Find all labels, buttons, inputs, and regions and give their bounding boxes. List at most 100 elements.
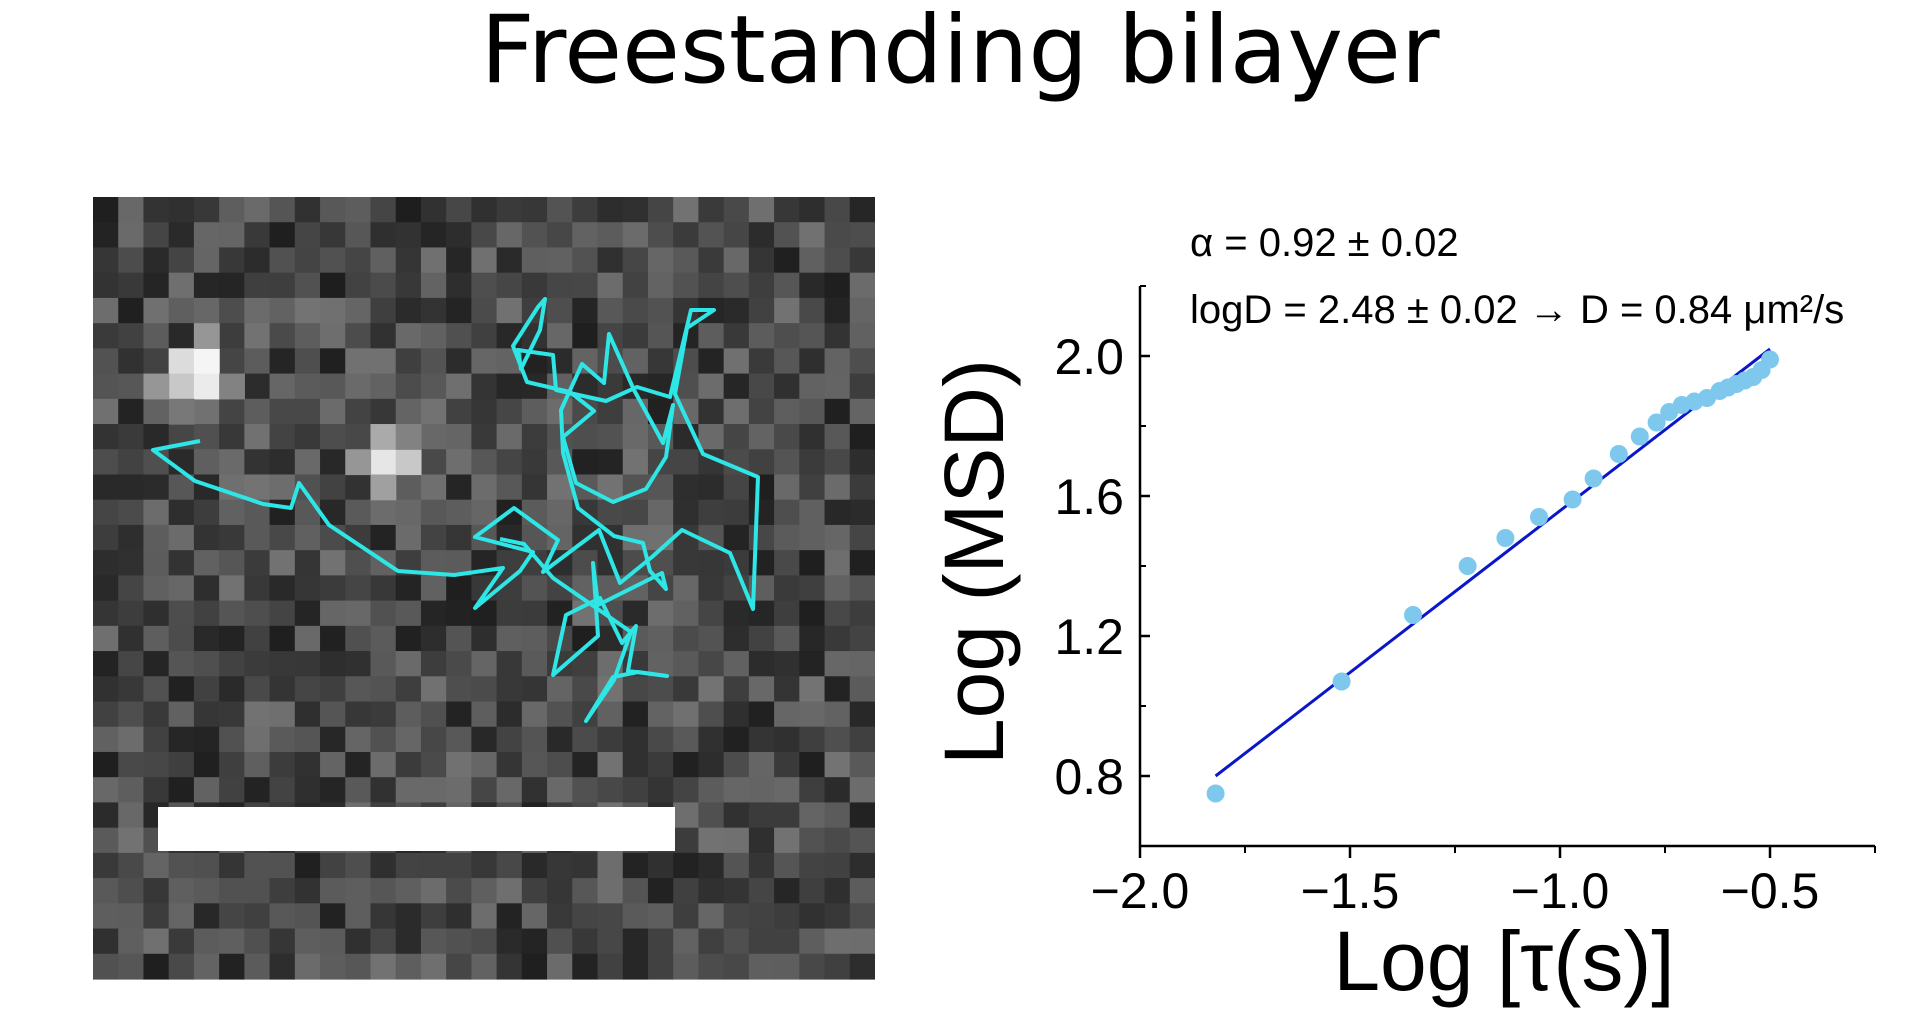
noise-pixel [748,625,775,652]
noise-pixel [93,323,119,349]
noise-pixel [647,499,674,526]
noise-pixel [547,777,573,804]
noise-pixel [420,701,447,728]
noise-pixel [420,852,447,879]
x-tick-label: −1.0 [1511,863,1610,919]
noise-pixel [244,953,271,980]
noise-pixel [395,852,422,879]
bright-spot-pixel [370,424,397,450]
noise-pixel [320,777,346,804]
data-point [1584,469,1603,488]
noise-pixel [446,953,472,980]
noise-pixel [647,625,674,652]
noise-pixel [799,802,826,829]
noise-pixel [547,499,573,526]
noise-pixel [774,777,800,804]
noise-pixel [471,928,498,955]
noise-pixel [244,197,271,223]
noise-pixel [294,524,321,551]
noise-pixel [799,777,826,804]
noise-pixel [471,651,498,677]
noise-pixel [496,751,523,778]
noise-pixel [219,424,245,450]
noise-pixel [496,474,523,501]
noise-pixel [799,474,826,501]
noise-pixel [168,726,195,753]
noise-pixel [471,449,498,476]
noise-pixel [774,297,800,324]
noise-pixel [269,878,296,904]
noise-pixel [219,247,245,274]
noise-pixel [597,424,624,450]
noise-pixel [168,651,195,677]
noise-pixel [143,524,170,551]
x-tick-label: −1.5 [1301,863,1400,919]
noise-pixel [93,524,119,551]
noise-pixel [294,373,321,400]
noise-pixel [244,701,271,728]
noise-pixel [193,676,220,703]
data-point [1332,672,1351,691]
noise-pixel [723,524,750,551]
noise-pixel [723,625,750,652]
noise-pixel [118,222,145,249]
noise-pixel [370,625,397,652]
noise-pixel [395,272,422,299]
noise-pixel [597,751,624,778]
noise-pixel [395,651,422,677]
bright-spot-pixel [168,373,195,400]
noise-pixel [143,726,170,753]
noise-pixel [244,625,271,652]
noise-pixel [496,878,523,904]
noise-pixel [345,474,372,501]
noise-pixel [521,600,548,627]
noise-pixel [849,550,876,576]
noise-pixel [269,928,296,955]
noise-pixel [647,272,674,299]
noise-pixel [698,222,725,249]
noise-pixel [193,903,220,930]
noise-pixel [168,499,195,526]
noise-pixel [420,297,447,324]
noise-pixel [572,726,599,753]
noise-pixel [774,272,800,299]
noise-pixel [673,928,700,955]
noise-pixel [320,928,346,955]
noise-pixel [824,878,851,904]
noise-pixel [193,499,220,526]
noise-pixel [824,852,851,879]
noise-pixel [471,751,498,778]
noise-pixel [193,953,220,980]
noise-pixel [168,903,195,930]
noise-pixel [547,651,573,677]
noise-pixel [748,424,775,450]
scale-bar [158,807,675,851]
noise-pixel [496,247,523,274]
noise-pixel [143,197,170,223]
noise-pixel [748,398,775,425]
noise-pixel [118,777,145,804]
noise-pixel [799,600,826,627]
noise-pixel [420,726,447,753]
noise-pixel [647,323,674,349]
noise-pixel [345,323,372,349]
noise-pixel [370,852,397,879]
noise-pixel [547,878,573,904]
noise-pixel [193,878,220,904]
noise-pixel [118,323,145,349]
bright-spot-pixel [193,323,220,349]
noise-pixel [446,903,472,930]
noise-pixel [93,625,119,652]
noise-pixel [597,928,624,955]
noise-pixel [446,777,472,804]
noise-pixel [521,751,548,778]
noise-pixel [824,827,851,854]
noise-pixel [420,878,447,904]
noise-pixel [572,323,599,349]
noise-pixel [294,903,321,930]
noise-pixel [219,903,245,930]
noise-pixel [320,424,346,450]
noise-pixel [93,197,119,223]
noise-pixel [93,928,119,955]
noise-pixel [168,272,195,299]
